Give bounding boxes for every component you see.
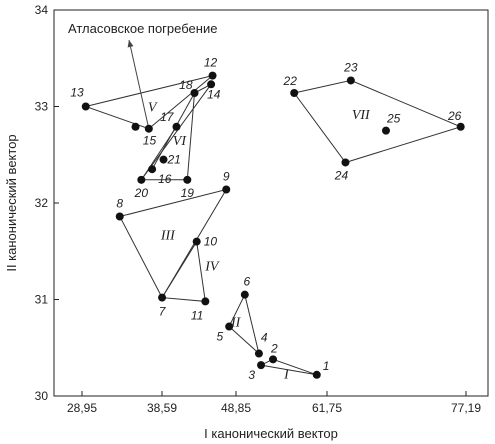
x-tick-label: 28,95 — [67, 401, 97, 415]
data-point-18 — [190, 88, 199, 97]
data-point-15 — [144, 124, 153, 133]
data-point — [131, 122, 140, 131]
point-label-6: 6 — [243, 275, 250, 289]
x-tick-label: 61,75 — [312, 401, 342, 415]
point-label-1: 1 — [323, 359, 330, 373]
group-polygon-VII — [293, 79, 463, 164]
point-label-2: 2 — [270, 341, 278, 355]
group-label-V: V — [148, 100, 158, 115]
group-label-IV: IV — [204, 260, 220, 275]
y-tick-label: 33 — [35, 100, 49, 114]
point-label-23: 23 — [343, 60, 358, 74]
data-point-20 — [137, 175, 146, 184]
data-point-22 — [290, 88, 299, 97]
annotation: Атласовское погребение — [68, 21, 217, 129]
x-axis-ticks: 28,95 38,59 48,85 61,75 77,19 — [67, 391, 481, 415]
point-label-16: 16 — [158, 172, 172, 186]
y-tick-label: 30 — [35, 389, 49, 403]
data-point-17 — [172, 122, 181, 131]
x-tick-label: 48,85 — [221, 401, 251, 415]
data-point-11 — [201, 297, 210, 306]
y-tick-label: 31 — [35, 293, 49, 307]
point-label-7: 7 — [159, 305, 167, 319]
data-point-14 — [207, 80, 216, 89]
group-label-III: III — [160, 229, 176, 244]
data-point-1 — [312, 370, 321, 379]
group-polygon-IV — [161, 240, 206, 302]
point-label-9: 9 — [223, 169, 230, 183]
y-tick-label: 32 — [35, 196, 49, 210]
data-point-26 — [456, 122, 465, 131]
point-label-13: 13 — [70, 86, 84, 100]
annotation-label: Атласовское погребение — [68, 21, 217, 36]
point-label-20: 20 — [134, 186, 149, 200]
data-point-2 — [269, 355, 278, 364]
data-point-7 — [158, 293, 167, 302]
point-label-21: 21 — [167, 153, 181, 167]
data-point-13 — [81, 102, 90, 111]
data-point-24 — [341, 158, 350, 167]
annotation-arrowhead — [127, 40, 134, 48]
group-polygon-edge — [151, 92, 195, 170]
point-label-10: 10 — [204, 235, 218, 249]
point-label-17: 17 — [160, 110, 175, 124]
point-label-4: 4 — [261, 331, 268, 345]
group-polygon-V — [83, 75, 213, 130]
data-point-21 — [159, 155, 168, 164]
point-label-15: 15 — [143, 134, 157, 148]
x-tick-label: 77,19 — [451, 401, 481, 415]
x-axis-title: I канонический вектор — [204, 426, 338, 441]
y-tick-label: 34 — [35, 3, 49, 17]
group-polygons — [83, 75, 463, 376]
annotation-arrow — [128, 39, 150, 129]
point-label-14: 14 — [207, 87, 221, 101]
group-label-VII: VII — [352, 108, 371, 123]
point-label-25: 25 — [386, 112, 401, 126]
point-label-26: 26 — [447, 109, 462, 123]
point-label-5: 5 — [216, 330, 223, 344]
data-point-6 — [240, 290, 249, 299]
group-polygon-I — [259, 358, 317, 376]
data-point-9 — [222, 185, 231, 194]
point-label-12: 12 — [204, 56, 218, 70]
point-label-11: 11 — [191, 308, 203, 322]
group-label-I: I — [283, 368, 290, 383]
data-point-10 — [192, 237, 201, 246]
data-point-19 — [183, 175, 192, 184]
point-label-3: 3 — [248, 368, 255, 382]
point-label-22: 22 — [283, 74, 298, 88]
point-label-24: 24 — [334, 168, 349, 182]
data-point-4 — [254, 349, 263, 358]
data-points — [81, 71, 465, 379]
group-label-II: II — [230, 316, 242, 331]
point-label-19: 19 — [181, 186, 195, 200]
group-polygon-II — [228, 293, 260, 355]
data-point-12 — [208, 71, 217, 80]
group-label-VI: VI — [173, 134, 188, 149]
data-point-5 — [225, 322, 234, 331]
x-tick-label: 38,59 — [147, 401, 177, 415]
data-point-8 — [115, 212, 124, 221]
data-point-16 — [148, 165, 157, 174]
data-point-25 — [381, 126, 390, 135]
point-label-8: 8 — [116, 197, 123, 211]
y-axis-ticks: 30 31 32 33 34 — [35, 3, 59, 403]
point-label-18: 18 — [179, 78, 193, 92]
data-point-3 — [257, 361, 266, 370]
y-axis-title: II канонический вектор — [4, 134, 19, 271]
data-point-23 — [346, 76, 355, 85]
